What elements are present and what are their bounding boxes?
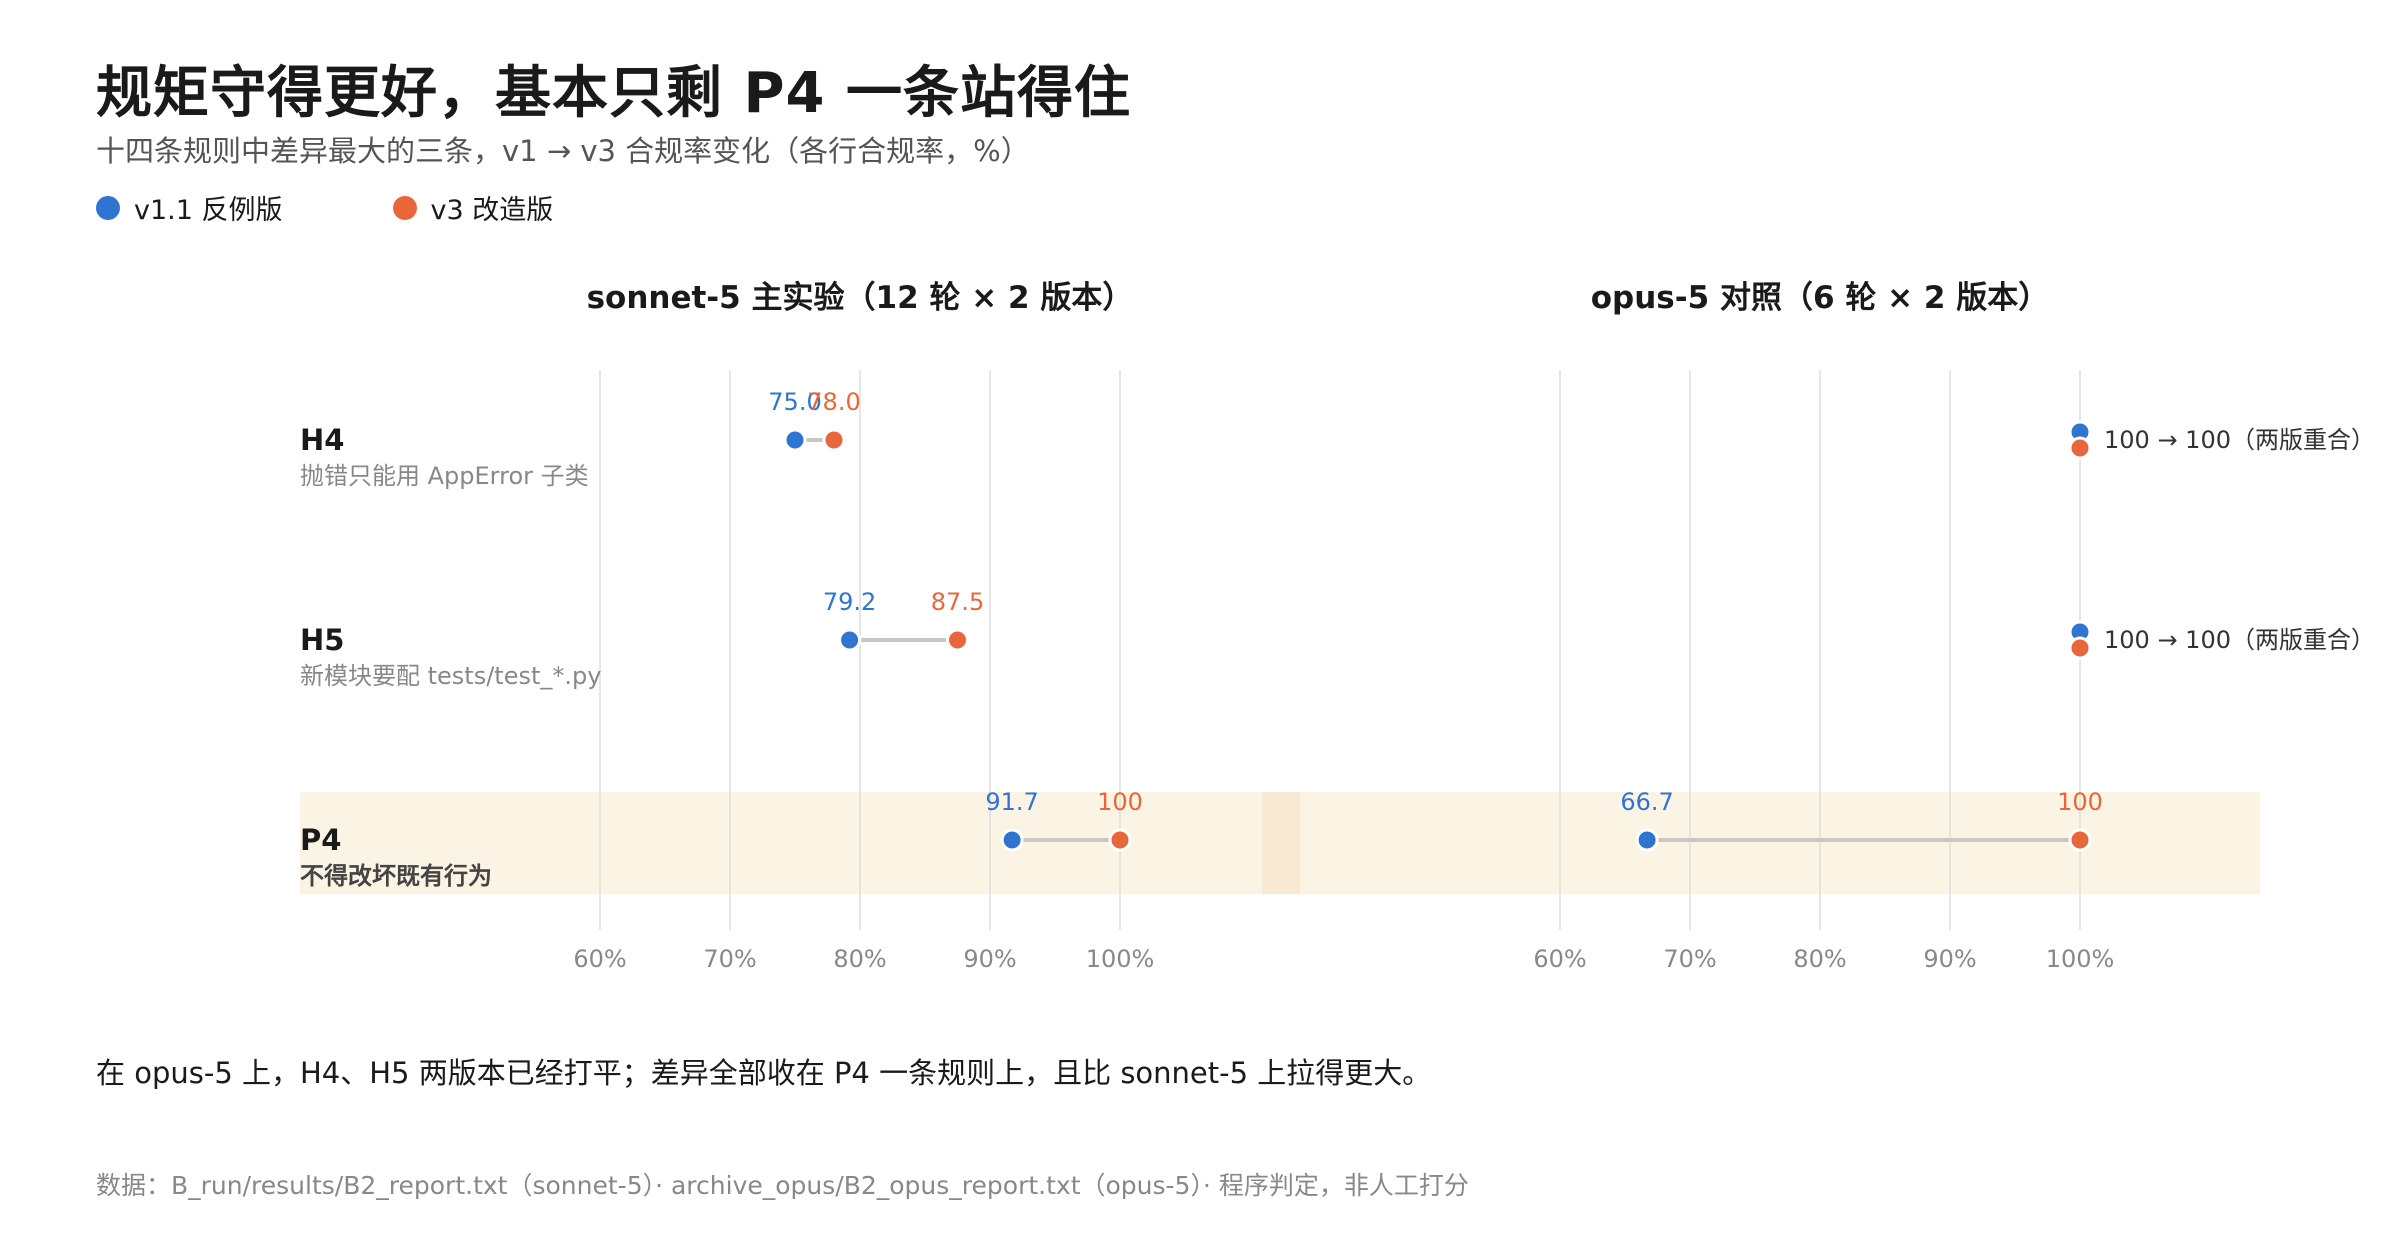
marker-v1-p1-P4 — [1635, 828, 1659, 852]
highlight-gap — [1262, 792, 1300, 894]
marker-v3-p0-H4 — [822, 428, 846, 452]
marker-v3-p0-H5 — [946, 628, 969, 652]
tick-label-p1-80: 80% — [1793, 945, 1846, 973]
marker-v3-p1-P4 — [2068, 828, 2092, 852]
tick-label-p0-80: 80% — [833, 945, 886, 973]
value-label-v3-p0-H5: 87.5 — [931, 588, 984, 616]
marker-v1-p0-H4 — [783, 428, 807, 452]
value-label-v3-p0-H4: 78.0 — [807, 388, 860, 416]
panel-title-0: sonnet-5 主实验（12 轮 × 2 版本） — [587, 280, 1134, 316]
legend: v1.1 反例版 v3 改造版 — [96, 188, 553, 227]
value-label-v3-p1-P4: 100 — [2057, 788, 2103, 816]
row-label-P4: P4 — [300, 823, 341, 857]
marker-v3-p1-H5 — [2068, 636, 2092, 660]
page-subtitle: 十四条规则中差异最大的三条，v1 → v3 合规率变化（各行合规率，%） — [96, 134, 1030, 168]
row-desc-P4: 不得改坏既有行为 — [300, 862, 492, 890]
legend-item-v1: v1.1 反例版 — [96, 188, 283, 227]
dumbbell-chart: sonnet-5 主实验（12 轮 × 2 版本） 60% 70% 80% 90% 100… — [300, 280, 2375, 973]
page-title: 规矩守得更好，基本只剩 P4 一条站得住 — [96, 61, 1131, 126]
legend-item-v3: v3 改造版 — [392, 188, 554, 227]
tick-label-p1-100: 100% — [2046, 945, 2115, 973]
tick-label-p1-60: 60% — [1533, 945, 1586, 973]
marker-v3-p1-H4 — [2068, 436, 2092, 460]
legend-v1-marker — [96, 195, 120, 220]
row-desc-H4: 抛错只能用 AppError 子类 — [300, 462, 589, 490]
overlap-note-p1-H5: 100 → 100（两版重合） — [2104, 626, 2375, 654]
marker-v1-p0-P4 — [1000, 828, 1024, 852]
marker-v3-p0-P4 — [1108, 828, 1132, 852]
chart-takeaway: 在 opus-5 上，H4、H5 两版本已经打平；差异全部收在 P4 一条规则上… — [96, 1056, 1432, 1090]
data-source: 数据：B_run/results/B2_report.txt（sonnet-5）… — [96, 1171, 1469, 1200]
value-label-v1-p0-H5: 79.2 — [823, 588, 876, 616]
tick-label-p0-70: 70% — [703, 945, 756, 973]
legend-v3-marker — [392, 195, 417, 220]
row-label-H5: H5 — [300, 623, 344, 657]
value-label-v1-p0-P4: 91.7 — [985, 788, 1038, 816]
row-label-H4: H4 — [300, 423, 344, 457]
row-desc-H5: 新模块要配 tests/test_*.py — [300, 662, 601, 690]
value-label-v3-p0-P4: 100 — [1097, 788, 1143, 816]
tick-label-p1-70: 70% — [1663, 945, 1716, 973]
legend-v3-label: v3 改造版 — [430, 195, 554, 226]
tick-label-p0-100: 100% — [1086, 945, 1155, 973]
tick-label-p1-90: 90% — [1923, 945, 1976, 973]
overlap-note-p1-H4: 100 → 100（两版重合） — [2104, 426, 2375, 454]
tick-label-p0-60: 60% — [573, 945, 626, 973]
panel-title-1: opus-5 对照（6 轮 × 2 版本） — [1591, 280, 2050, 316]
value-label-v1-p1-P4: 66.7 — [1620, 788, 1673, 816]
tick-label-p0-90: 90% — [963, 945, 1016, 973]
marker-v1-p0-H5 — [838, 628, 862, 652]
legend-v1-label: v1.1 反例版 — [134, 195, 283, 226]
value-label-v1-p0-H4: 75.0 — [768, 388, 821, 416]
